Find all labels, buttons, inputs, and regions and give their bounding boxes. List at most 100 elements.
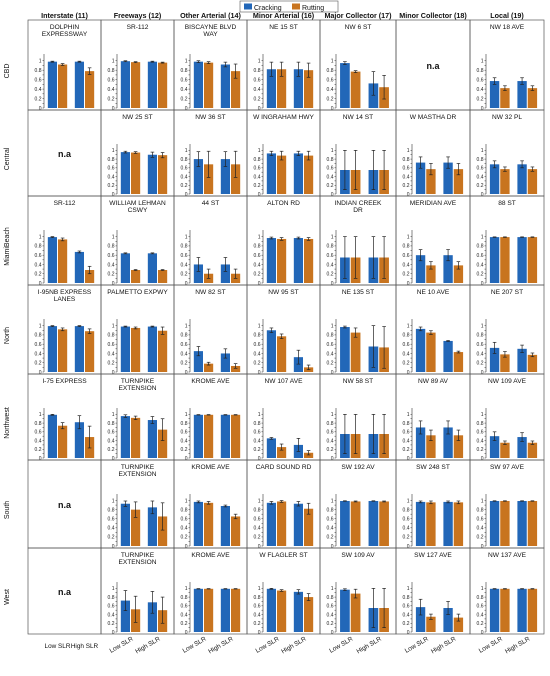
y-tick-label: 0.6 <box>108 604 115 610</box>
panel: NW 18 AVE 0 0.2 0.4 0.6 0.8 1 <box>469 19 545 112</box>
y-tick-label: 0.2 <box>108 535 115 541</box>
y-tick-label: 1 <box>185 148 188 154</box>
y-tick-label: 0 <box>112 544 115 550</box>
y-tick-label: 0.8 <box>181 333 188 339</box>
panel-title: NE 135 ST <box>342 289 374 296</box>
y-tick-label: 0.4 <box>403 262 410 268</box>
panel-title: BISCAYNE BLVD WAY <box>185 24 237 38</box>
panel-title: NW 58 ST <box>343 378 373 385</box>
y-tick-label: 0.8 <box>254 68 261 74</box>
bar-cracking <box>415 501 426 546</box>
panel-title-line: MERIDIAN AVE <box>410 200 457 207</box>
bar-cracking <box>489 347 500 372</box>
y-tick-label: 0.2 <box>477 535 484 541</box>
panel-title-line: NW 6 ST <box>345 24 372 31</box>
y-tick-label: 0.6 <box>477 517 484 523</box>
y-tick-label: 0.8 <box>403 421 410 427</box>
y-tick-label: 0.4 <box>108 87 115 93</box>
bar-cracking <box>120 503 130 546</box>
y-tick-label: 0.8 <box>327 421 334 427</box>
y-tick-label: 0 <box>407 281 410 287</box>
panel-title-line: DOLPHIN <box>50 24 80 31</box>
bar-rutting <box>85 331 95 372</box>
bar-cracking <box>266 153 276 194</box>
bar-cracking <box>517 237 527 283</box>
bar-cracking <box>193 414 203 458</box>
y-tick-label: 0.8 <box>254 157 261 163</box>
y-tick-label: 0 <box>185 192 188 198</box>
y-tick-label: 0.6 <box>181 166 188 172</box>
y-tick-label: 0.2 <box>477 183 484 189</box>
panel-title: SW 248 ST <box>416 464 450 471</box>
bar-cracking <box>266 330 276 372</box>
y-tick-label: 0 <box>258 630 261 636</box>
panel-title: SR-112 <box>127 24 149 31</box>
y-tick-label: 0.4 <box>327 351 334 357</box>
bar-cracking <box>443 608 453 632</box>
panel-title-line: NW 25 ST <box>122 114 152 121</box>
y-tick-label: 0.6 <box>477 77 484 83</box>
y-tick-label: 0.8 <box>108 244 115 250</box>
bar-rutting <box>277 336 287 372</box>
y-tick-label: 0.2 <box>254 447 261 453</box>
y-tick-label: 0.2 <box>327 621 334 627</box>
column-header: Other Arterial (14) <box>180 11 241 20</box>
bar-rutting <box>158 330 168 372</box>
y-tick-label: 0 <box>331 281 334 287</box>
y-tick-label: 0 <box>407 456 410 462</box>
y-tick-label: 0.4 <box>108 526 115 532</box>
y-tick-label: 0.2 <box>108 183 115 189</box>
panel: PALMETTO EXPWY 0 0.2 0.4 0.6 0.8 1 <box>100 284 175 376</box>
bar-rutting <box>158 429 168 458</box>
y-tick-label: 0 <box>481 281 484 287</box>
bar-rutting <box>304 452 314 458</box>
y-tick-label: 1 <box>331 498 334 504</box>
bar-cracking <box>266 69 276 108</box>
bar-rutting <box>277 501 287 546</box>
y-tick-label: 0 <box>331 630 334 636</box>
y-tick-label: 0.2 <box>35 272 42 278</box>
y-tick-label: 0.8 <box>181 244 188 250</box>
y-tick-label: 0.4 <box>108 351 115 357</box>
bar-cracking <box>517 348 527 372</box>
y-tick-label: 0.8 <box>327 157 334 163</box>
panel: SR-112 0 0.2 0.4 0.6 0.8 1 <box>27 195 102 287</box>
bar-cracking <box>147 420 157 458</box>
y-tick-label: 1 <box>481 148 484 154</box>
bar-cracking <box>147 154 157 194</box>
panel: NW 36 ST 0 0.2 0.4 0.6 0.8 1 <box>173 109 248 198</box>
y-tick-label: 1 <box>39 59 42 65</box>
panel: SW 192 AV 0 0.2 0.4 0.6 0.8 1 <box>319 459 397 550</box>
y-tick-label: 0.8 <box>108 595 115 601</box>
y-tick-label: 0 <box>39 281 42 287</box>
y-tick-label: 0.2 <box>327 535 334 541</box>
y-tick-label: 0.4 <box>477 262 484 268</box>
y-tick-label: 0.4 <box>108 438 115 444</box>
bar-rutting <box>277 155 287 194</box>
bar-rutting <box>231 71 241 108</box>
y-tick-label: 1 <box>185 234 188 240</box>
y-tick-label: 0.6 <box>35 253 42 259</box>
bar-cracking <box>47 326 57 372</box>
panel-title-line: CSWY <box>128 207 148 214</box>
y-tick-label: 1 <box>185 323 188 329</box>
bar-rutting <box>131 62 141 108</box>
y-tick-label: 0.6 <box>108 166 115 172</box>
y-tick-label: 0.2 <box>477 96 484 102</box>
bar-cracking <box>220 64 230 108</box>
y-tick-label: 0.4 <box>108 612 115 618</box>
y-tick-label: 0.8 <box>403 595 410 601</box>
y-tick-label: 0.6 <box>254 604 261 610</box>
y-tick-label: 0.6 <box>181 253 188 259</box>
category-label: High SLR <box>504 635 532 655</box>
y-tick-label: 0.8 <box>477 421 484 427</box>
na-label: n.a <box>58 587 72 597</box>
y-tick-label: 1 <box>112 586 115 592</box>
panel-title: SR-112 <box>54 200 76 207</box>
panel: ALTON RD 0 0.2 0.4 0.6 0.8 1 <box>246 195 321 287</box>
y-tick-label: 0.6 <box>108 517 115 523</box>
y-tick-label: 0.4 <box>254 87 261 93</box>
y-tick-label: 0.4 <box>254 438 261 444</box>
panel: NW 14 ST 0 0.2 0.4 0.6 0.8 1 <box>319 109 397 198</box>
